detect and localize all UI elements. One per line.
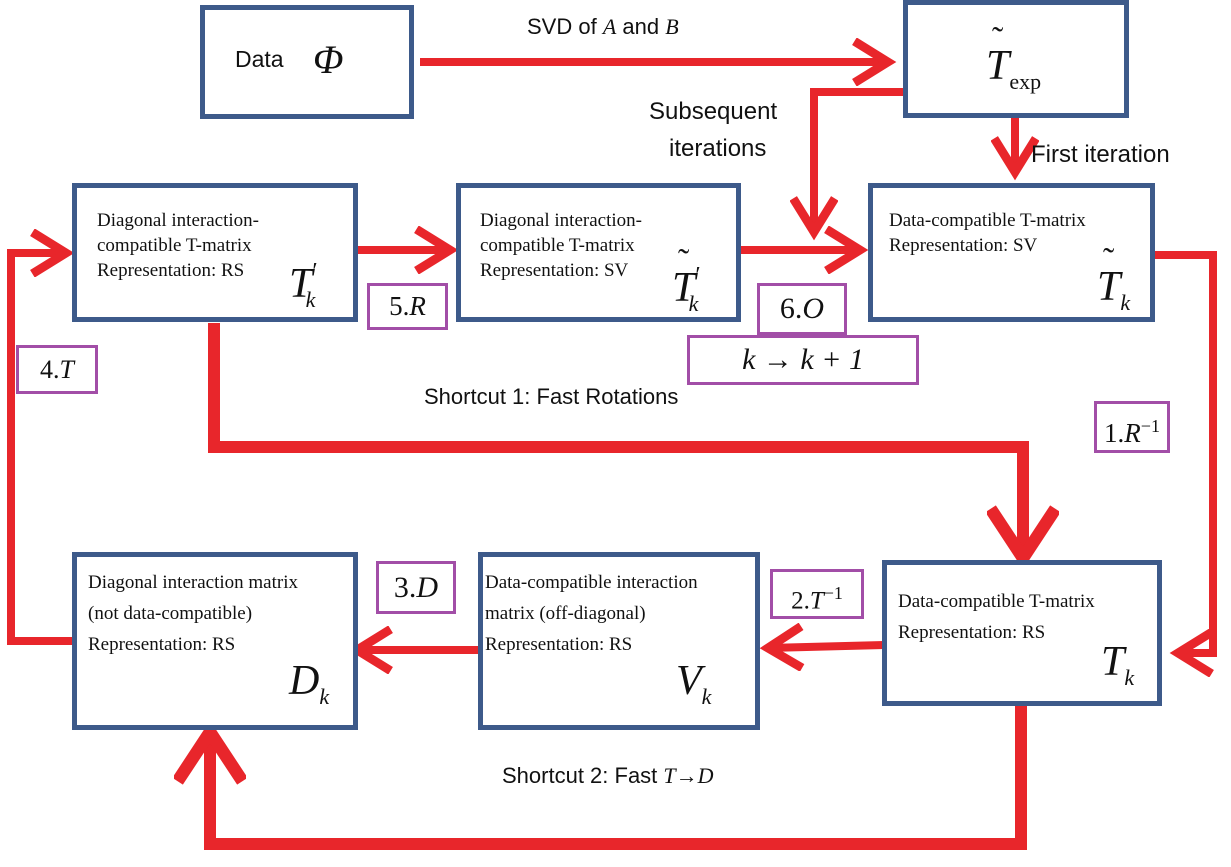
t-exp-box: Texp [903,0,1129,118]
d-k-line1: Diagonal interaction matrix [88,572,298,593]
v-k-line1: Data-compatible interaction [485,572,698,593]
t-k-line1: Data-compatible T-matrix [898,591,1095,612]
step-5-label: 5.R [367,283,448,330]
v-k-line2: matrix (off-diagonal) [485,603,646,624]
arrow-ttilde-to-tk [1155,251,1217,653]
t-tilde-prime-k-box: Diagonal interaction- compatible T-matri… [456,183,741,322]
t-prime-k-line1: Diagonal interaction- [97,210,259,231]
t-tilde-k-box: Data-compatible T-matrix Representation:… [868,183,1155,322]
t-tilde-k-line2: Representation: SV [889,235,1038,256]
step-2-label: 2.T−1 [770,569,864,619]
data-label: Data [235,46,284,72]
arrow-tk-to-vk [768,645,885,648]
t-tilde-k-line1: Data-compatible T-matrix [889,210,1086,231]
d-k-line3: Representation: RS [88,634,236,655]
tilde-accent: T [986,23,1009,87]
t-k-line2: Representation: RS [898,622,1046,643]
arrow-dk-to-tprime [7,253,73,645]
step-1-label: 1.R−1 [1094,401,1170,453]
t-tilde-prime-k-line1: Diagonal interaction- [480,210,642,231]
first-iteration-label: First iteration [1031,141,1170,168]
data-box: Data Φ [200,5,414,119]
v-k-line3: Representation: RS [485,634,633,655]
step-6-label: 6.O [757,283,847,335]
t-prime-k-line3: Representation: RS [97,260,245,281]
v-k-box: Data-compatible interaction matrix (off-… [478,552,760,730]
t-tilde-prime-k-symbol: T′k [672,245,701,315]
subsequent-iterations-line2: iterations [669,135,767,162]
t-tilde-prime-k-line2: compatible T-matrix [480,235,635,256]
shortcut1-label: Shortcut 1: Fast Rotations [424,384,679,409]
subsequent-iterations-line1: Subsequent [649,98,778,125]
t-k-box: Data-compatible T-matrix Representation:… [882,560,1162,706]
t-k-symbol: Tk [1101,639,1135,690]
t-prime-k-line2: compatible T-matrix [97,235,252,256]
d-k-line2: (not data-compatible) [88,603,253,624]
t-tilde-prime-k-line3: Representation: SV [480,260,629,281]
t-exp-symbol: Texp [986,23,1041,93]
shortcut1-arrow [208,323,1023,558]
t-tilde-k-symbol: Tk [1097,244,1130,314]
t-prime-k-symbol: T′k [289,259,318,312]
d-k-symbol: Dk [289,658,330,709]
tilde-accent: T [1097,244,1120,308]
phi-symbol: Φ [313,37,344,82]
t-prime-k-box: Diagonal interaction- compatible T-matri… [72,183,358,322]
arrow-texp-subsequent [814,88,906,232]
step-3-label: 3.D [376,561,456,614]
shortcut2-arrow [210,706,1027,850]
d-k-box: Diagonal interaction matrix (not data-co… [72,552,358,730]
svd-label: SVD of A and B [527,14,679,39]
iteration-update-label: k → k + 1 [687,335,919,385]
shortcut2-label: Shortcut 2: Fast T→D [502,763,714,788]
step-4-label: 4.T [16,345,98,394]
tilde-accent: T [672,245,695,309]
v-k-symbol: Vk [676,658,712,709]
